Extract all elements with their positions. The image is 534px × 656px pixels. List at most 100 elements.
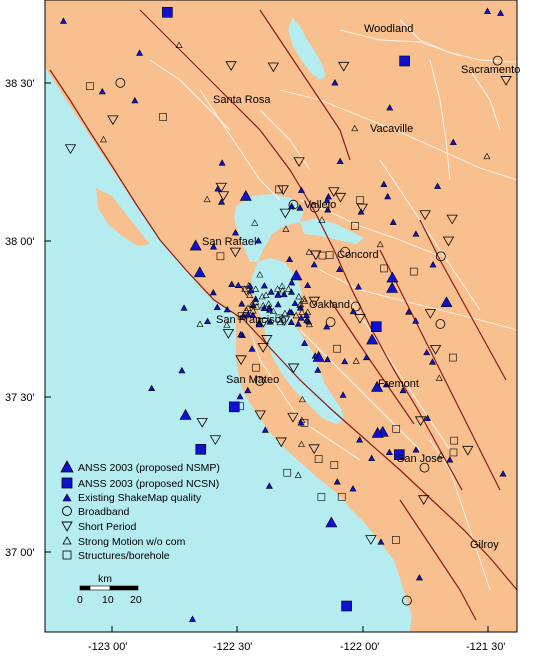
station-urban-core bbox=[241, 285, 249, 292]
station-short-period bbox=[278, 316, 291, 327]
station-anss-nsmp bbox=[366, 333, 379, 345]
station-short-period bbox=[267, 62, 280, 73]
station-urban-core bbox=[246, 291, 254, 299]
station-urban-core bbox=[265, 300, 273, 307]
station-anss-nsmp bbox=[193, 266, 206, 278]
station-anss-nsmp bbox=[179, 408, 192, 420]
station-short-period bbox=[446, 214, 458, 225]
city-label-gilroy: Gilroy bbox=[470, 539, 499, 551]
station-urban-core bbox=[239, 312, 247, 319]
station-urban-core bbox=[259, 301, 267, 309]
station-short-period bbox=[338, 61, 350, 72]
station-urban-core bbox=[249, 311, 257, 318]
station-existing-shakemap bbox=[423, 414, 431, 421]
station-existing-shakemap bbox=[213, 303, 221, 310]
station-structure-borehole bbox=[337, 492, 346, 501]
station-strong-motion bbox=[376, 240, 384, 248]
station-urban-core bbox=[252, 298, 260, 305]
station-short-period bbox=[308, 444, 320, 455]
station-short-period bbox=[225, 61, 237, 71]
legend-icon-small-filled-triangle bbox=[62, 493, 72, 502]
station-urban-core bbox=[295, 293, 303, 300]
station-existing-shakemap bbox=[405, 308, 413, 315]
station-strong-motion bbox=[196, 320, 204, 327]
station-urban-core bbox=[248, 300, 256, 307]
station-existing-shakemap bbox=[354, 283, 362, 290]
station-existing-shakemap bbox=[214, 185, 222, 192]
station-strong-motion bbox=[298, 395, 306, 403]
station-structure-borehole bbox=[409, 267, 418, 276]
station-anss-nsmp bbox=[386, 271, 399, 283]
station-existing-shakemap bbox=[333, 478, 341, 485]
x-tick-label: -121 30' bbox=[466, 641, 505, 653]
city-label-sacramento: Sacramento bbox=[461, 64, 520, 76]
station-short-period bbox=[442, 236, 455, 247]
station-urban-core bbox=[284, 285, 292, 292]
station-short-period bbox=[424, 309, 437, 319]
station-broadband bbox=[325, 317, 336, 327]
station-urban-core bbox=[246, 282, 254, 289]
station-short-period bbox=[222, 329, 235, 339]
station-broadband bbox=[419, 462, 430, 473]
station-urban-core bbox=[276, 318, 284, 326]
station-anss-nsmp bbox=[440, 296, 453, 308]
suisun-bay bbox=[300, 218, 364, 244]
station-strong-motion bbox=[483, 152, 491, 160]
station-existing-shakemap bbox=[180, 304, 188, 311]
station-existing-shakemap bbox=[399, 386, 407, 394]
station-urban-core bbox=[301, 297, 309, 304]
scale-tick-label: 10 bbox=[102, 594, 114, 606]
station-existing-shakemap bbox=[136, 49, 144, 56]
station-anss-nsmp bbox=[239, 189, 252, 201]
station-urban-core bbox=[260, 282, 268, 289]
station-existing-shakemap bbox=[323, 323, 331, 330]
station-short-period bbox=[196, 418, 208, 428]
station-strong-motion bbox=[256, 271, 264, 278]
san-pablo-bay bbox=[234, 194, 304, 262]
legend-label: ANSS 2003 (proposed NSMP) bbox=[78, 462, 220, 474]
legend-icon-large-filled-triangle bbox=[60, 460, 74, 473]
station-urban-core bbox=[238, 300, 246, 307]
station-urban-core bbox=[249, 307, 257, 314]
station-existing-shakemap bbox=[59, 17, 67, 24]
legend-icon-open-inverted-triangle bbox=[61, 521, 73, 532]
scale-segment-black bbox=[109, 585, 139, 591]
station-existing-shakemap bbox=[286, 255, 294, 263]
station-existing-shakemap bbox=[254, 237, 262, 244]
station-anss-ncsn bbox=[162, 6, 173, 18]
station-existing-shakemap bbox=[265, 482, 273, 489]
station-anss-ncsn bbox=[370, 321, 382, 332]
station-structure-borehole bbox=[356, 196, 364, 204]
station-short-period bbox=[365, 535, 377, 545]
station-broadband bbox=[115, 77, 126, 88]
station-existing-shakemap bbox=[131, 96, 139, 104]
station-existing-shakemap bbox=[449, 138, 457, 145]
station-existing-shakemap bbox=[323, 355, 332, 363]
station-structure-borehole bbox=[380, 264, 388, 273]
city-label-san-rafael: San Rafael bbox=[202, 236, 256, 248]
station-structure-borehole bbox=[333, 344, 341, 353]
station-short-period bbox=[418, 495, 430, 505]
station-existing-shakemap bbox=[236, 392, 244, 400]
station-urban-core bbox=[252, 295, 260, 302]
station-existing-shakemap bbox=[178, 366, 186, 374]
sf-bay bbox=[252, 258, 344, 424]
station-anss-nsmp bbox=[371, 426, 384, 438]
station-existing-shakemap bbox=[297, 186, 305, 193]
station-existing-shakemap bbox=[310, 260, 318, 268]
station-existing-shakemap bbox=[341, 357, 349, 365]
station-existing-shakemap bbox=[336, 265, 344, 272]
station-existing-shakemap bbox=[389, 218, 397, 225]
station-short-period bbox=[356, 203, 368, 214]
station-urban-core bbox=[252, 285, 260, 292]
station-anss-ncsn bbox=[394, 449, 405, 460]
y-tick-label: 38 00' bbox=[5, 236, 35, 248]
station-existing-shakemap bbox=[446, 456, 454, 463]
station-existing-shakemap bbox=[356, 436, 364, 443]
station-existing-shakemap bbox=[209, 288, 217, 296]
station-strong-motion bbox=[318, 216, 326, 223]
station-structure-borehole bbox=[252, 363, 260, 372]
legend-icon-large-filled-square bbox=[61, 477, 73, 489]
scale-segment-white bbox=[89, 585, 111, 591]
station-broadband bbox=[402, 595, 412, 606]
